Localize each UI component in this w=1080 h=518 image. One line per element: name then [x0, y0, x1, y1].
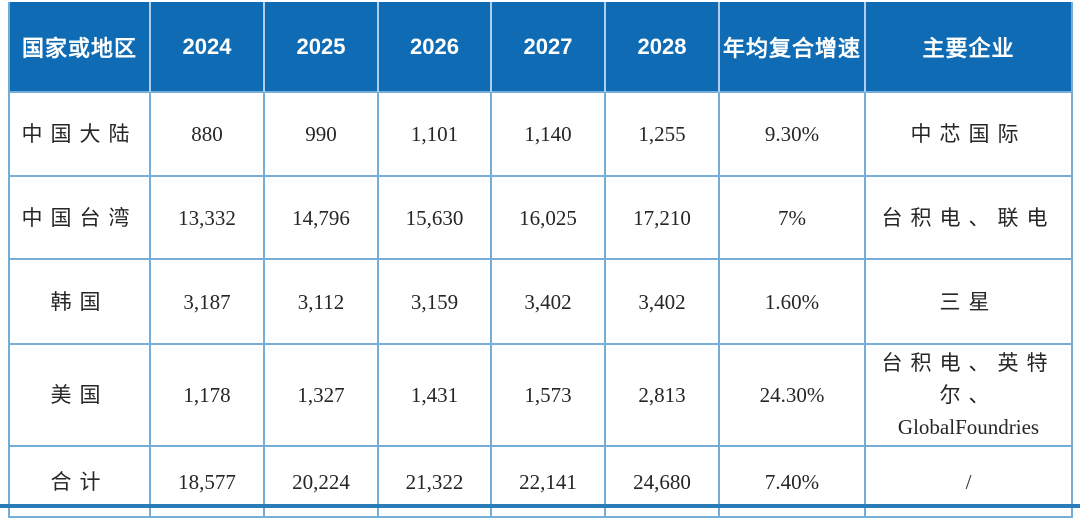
table-row-china-mainland: 中国大陆 880 990 1,101 1,140 1,255 9.30% 中芯国…	[8, 93, 1073, 177]
cell-2025: 1,327	[265, 345, 379, 447]
cell-2024: 1,178	[151, 345, 265, 447]
header-row: 国家或地区 2024 2025 2026 2027 2028 年均复合增速 主要…	[8, 2, 1073, 93]
table-row-korea: 韩国 3,187 3,112 3,159 3,402 3,402 1.60% 三…	[8, 260, 1073, 345]
header-year-2026: 2026	[379, 2, 492, 93]
bottom-divider	[0, 504, 1080, 508]
players-text: 三星	[939, 289, 998, 314]
cell-players: 三星	[866, 260, 1073, 345]
header-year-2025: 2025	[265, 2, 379, 93]
header-players: 主要企业	[866, 2, 1073, 93]
cell-2028: 1,255	[606, 93, 720, 177]
cell-region: 美国	[8, 345, 151, 447]
cell-2027: 16,025	[492, 177, 606, 260]
cell-2024: 3,187	[151, 260, 265, 345]
cell-cagr: 24.30%	[720, 345, 866, 447]
table-row-usa: 美国 1,178 1,327 1,431 1,573 2,813 24.30% …	[8, 345, 1073, 447]
cell-2026: 3,159	[379, 260, 492, 345]
cell-2028: 3,402	[606, 260, 720, 345]
cell-players: 中芯国际	[866, 93, 1073, 177]
header-year-2028: 2028	[606, 2, 720, 93]
cell-2026: 1,101	[379, 93, 492, 177]
players-text: 台积电、联电	[881, 205, 1056, 230]
cell-2027: 3,402	[492, 260, 606, 345]
table-row-china-taiwan: 中国台湾 13,332 14,796 15,630 16,025 17,210 …	[8, 177, 1073, 260]
cell-region: 中国大陆	[8, 93, 151, 177]
cell-2025: 3,112	[265, 260, 379, 345]
players-text: 中芯国际	[910, 122, 1027, 146]
players-text-line2: GlobalFoundries	[897, 415, 1040, 439]
cell-region: 中国台湾	[8, 177, 151, 260]
cell-2026: 1,431	[379, 345, 492, 447]
cell-cagr: 9.30%	[720, 93, 866, 177]
players-text: /	[965, 469, 972, 494]
cell-2024: 880	[151, 93, 265, 177]
header-year-2027: 2027	[492, 2, 606, 93]
foundry-capacity-table: 国家或地区 2024 2025 2026 2027 2028 年均复合增速 主要…	[8, 2, 1073, 518]
cell-2027: 1,573	[492, 345, 606, 447]
players-text-line1: 台积电、英特尔、	[881, 351, 1056, 407]
cell-cagr: 7%	[720, 177, 866, 260]
cell-2028: 17,210	[606, 177, 720, 260]
cell-2026: 15,630	[379, 177, 492, 260]
cell-2025: 990	[265, 93, 379, 177]
header-region: 国家或地区	[8, 2, 151, 93]
header-year-2024: 2024	[151, 2, 265, 93]
cell-cagr: 1.60%	[720, 260, 866, 345]
header-cagr: 年均复合增速	[720, 2, 866, 93]
cell-players: 台积电、英特尔、 GlobalFoundries	[866, 345, 1073, 447]
cell-region: 韩国	[8, 260, 151, 345]
cell-2024: 13,332	[151, 177, 265, 260]
cell-players: 台积电、联电	[866, 177, 1073, 260]
cell-2025: 14,796	[265, 177, 379, 260]
cell-2028: 2,813	[606, 345, 720, 447]
cell-2027: 1,140	[492, 93, 606, 177]
